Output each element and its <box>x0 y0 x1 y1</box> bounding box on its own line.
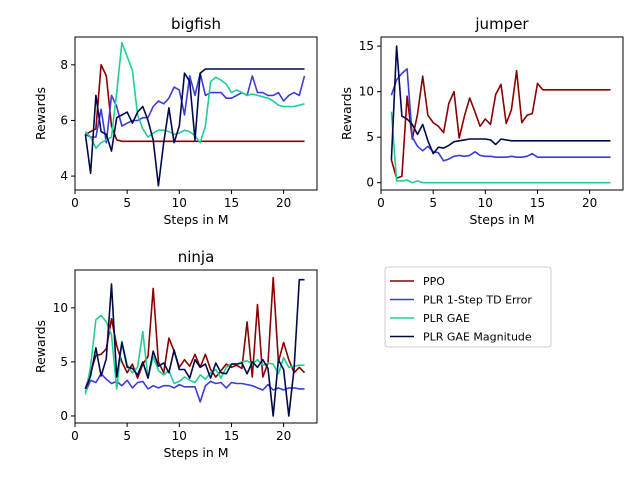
series-line-plr-gae-magnitude <box>390 45 611 160</box>
chart-title: ninja <box>178 248 215 266</box>
y-tick-label: 0 <box>366 176 374 190</box>
x-tick-label: 20 <box>276 196 291 210</box>
x-tick-label: 10 <box>172 429 187 443</box>
legend: PPO PLR 1-Step TD Error PLR GAE PLR GAE Mag… <box>384 266 552 348</box>
series-line-plr-1-step-td-error <box>85 72 306 144</box>
series-line-ppo <box>85 64 305 143</box>
series-line-plr-gae-magnitude <box>84 68 305 187</box>
x-tick-label: 10 <box>172 196 187 210</box>
series-line-plr-1-step-td-error <box>390 68 611 162</box>
legend-entry: PLR GAE Magnitude <box>423 331 532 344</box>
series-line-plr-1-step-td-error <box>84 372 305 403</box>
chart-title: bigfish <box>171 15 221 33</box>
x-tick-label: 5 <box>429 196 437 210</box>
x-tick-label: 15 <box>224 429 239 443</box>
legend-entry: PPO <box>423 275 445 288</box>
chart-bigfish: bigfish Steps in M Rewards 0 5 10 15 20 4 6 8 <box>33 15 318 227</box>
x-tick-label: 15 <box>530 196 545 210</box>
legend-entry: PLR GAE <box>423 312 470 325</box>
y-tick-label: 6 <box>60 113 68 127</box>
y-axis-label: Rewards <box>339 87 354 140</box>
x-axis-label: Steps in M <box>163 445 228 460</box>
chart-jumper: jumper Steps in M Rewards 0 5 10 15 20 0 5 10 15 <box>339 15 624 227</box>
x-tick-label: 20 <box>582 196 597 210</box>
y-axis-label: Rewards <box>33 320 48 373</box>
legend-entry: PLR 1-Step TD Error <box>423 294 532 307</box>
series-line-plr-gae <box>84 314 305 395</box>
x-tick-label: 5 <box>123 196 131 210</box>
x-tick-label: 20 <box>276 429 291 443</box>
x-tick-label: 15 <box>224 196 239 210</box>
x-tick-label: 0 <box>71 429 79 443</box>
y-tick-label: 8 <box>60 58 68 72</box>
chart-ninja: ninja Steps in M Rewards 0 5 10 15 20 0 5 10 <box>33 248 318 460</box>
plot-frame <box>380 36 624 191</box>
series-line-plr-gae <box>390 111 611 184</box>
series-line-plr-gae-magnitude <box>84 278 305 417</box>
y-tick-label: 10 <box>53 301 68 315</box>
chart-title: jumper <box>474 15 529 33</box>
x-axis-label: Steps in M <box>469 212 534 227</box>
x-tick-label: 0 <box>71 196 79 210</box>
y-tick-label: 5 <box>366 130 374 144</box>
y-tick-label: 15 <box>359 39 374 53</box>
x-tick-label: 5 <box>123 429 131 443</box>
y-tick-label: 10 <box>359 85 374 99</box>
y-tick-label: 4 <box>60 169 68 183</box>
y-tick-label: 5 <box>60 355 68 369</box>
y-axis-label: Rewards <box>33 87 48 140</box>
plot-frame <box>74 269 318 424</box>
x-tick-label: 10 <box>478 196 493 210</box>
legend-box <box>384 266 552 348</box>
plot-frame <box>74 36 318 191</box>
y-tick-label: 0 <box>60 409 68 423</box>
x-axis-label: Steps in M <box>163 212 228 227</box>
x-tick-label: 0 <box>377 196 385 210</box>
series-line-ppo <box>390 69 611 179</box>
